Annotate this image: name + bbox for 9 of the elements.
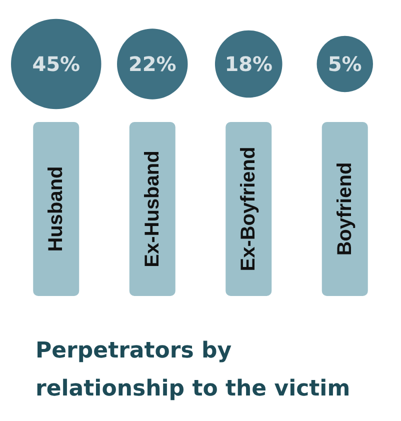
data-label: 45% [32, 52, 80, 76]
category-label: Ex-Boyfriend [238, 146, 260, 272]
text: Perpetrators by relationship to the victim [36, 338, 350, 402]
data-label: 5% [328, 52, 362, 76]
category-label: Boyfriend [334, 162, 356, 256]
data-label: 18% [224, 52, 273, 76]
data-label: 22% [128, 52, 176, 76]
category-label: Ex-Husband [141, 150, 164, 268]
category-label: Husband [45, 166, 68, 252]
